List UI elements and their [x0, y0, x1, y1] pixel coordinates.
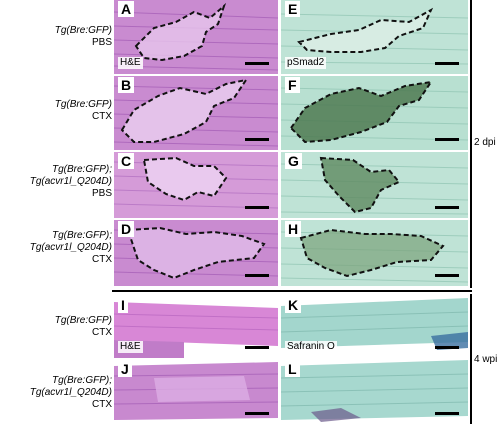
- stain-label-safranin: Safranin O: [285, 341, 337, 353]
- timepoint-label-4wpi: 4 wpi: [474, 354, 498, 365]
- panel-d-he-image: D: [114, 220, 278, 286]
- panel-label-a: A: [118, 1, 135, 17]
- row-label-c: Tg(Bre:GFP); Tg(acvr1l_Q204D) PBS: [29, 164, 112, 199]
- panel-label-e: E: [285, 1, 301, 17]
- panel-k-safranin-image: K Safranin O: [281, 296, 468, 358]
- timepoint-label-2dpi: 2 dpi: [474, 137, 496, 148]
- panel-b-he-image: B: [114, 76, 278, 150]
- scale-bar: [435, 206, 459, 209]
- scale-bar: [435, 412, 459, 415]
- row-label-a: Tg(Bre:GFP) PBS: [54, 25, 112, 48]
- timepoint-bracket-2dpi: [470, 0, 472, 288]
- panel-g-psmad2-image: G: [281, 152, 468, 218]
- histology-he-image: [114, 76, 278, 150]
- timepoint-bracket-4wpi: [470, 294, 472, 424]
- panel-i-he-image: I H&E: [114, 296, 278, 358]
- panel-a-he-image: A H&E: [114, 0, 278, 74]
- scale-bar: [245, 206, 269, 209]
- panel-label-h: H: [285, 221, 302, 237]
- scale-bar: [245, 274, 269, 277]
- panel-label-g: G: [285, 153, 302, 169]
- panel-j-he-image: J: [114, 360, 278, 424]
- panel-l-safranin-image: L: [281, 360, 468, 424]
- histology-psmad2-image: [281, 76, 468, 150]
- scale-bar: [435, 62, 459, 65]
- scale-bar: [245, 346, 269, 349]
- panel-h-psmad2-image: H: [281, 220, 468, 286]
- panel-label-d: D: [118, 221, 135, 237]
- row-label-d: Tg(Bre:GFP); Tg(acvr1l_Q204D) CTX: [29, 230, 112, 265]
- panel-label-c: C: [118, 153, 135, 169]
- histology-he-image: [114, 296, 278, 358]
- histology-psmad2-image: [281, 0, 468, 74]
- scale-bar: [435, 274, 459, 277]
- panel-label-f: F: [285, 77, 300, 93]
- row-label-b: Tg(Bre:GFP) CTX: [54, 99, 112, 122]
- scale-bar: [435, 138, 459, 141]
- panel-e-psmad2-image: E pSmad2: [281, 0, 468, 74]
- scale-bar: [435, 346, 459, 349]
- panel-label-j: J: [118, 361, 132, 377]
- panel-label-b: B: [118, 77, 135, 93]
- section-divider: [112, 290, 472, 292]
- stain-label-psmad2: pSmad2: [285, 57, 327, 69]
- histology-psmad2-image: [281, 152, 468, 218]
- panel-label-l: L: [285, 361, 300, 377]
- scale-bar: [245, 62, 269, 65]
- row-label-i: Tg(Bre:GFP) CTX: [54, 315, 112, 338]
- panel-c-he-image: C: [114, 152, 278, 218]
- panel-label-i: I: [118, 297, 128, 313]
- stain-label-he: H&E: [118, 57, 143, 69]
- panel-label-k: K: [285, 297, 302, 313]
- panel-f-psmad2-image: F: [281, 76, 468, 150]
- scale-bar: [245, 138, 269, 141]
- row-label-j: Tg(Bre:GFP); Tg(acvr1l_Q204D) CTX: [29, 375, 112, 410]
- scale-bar: [245, 412, 269, 415]
- stain-label-he: H&E: [118, 341, 143, 353]
